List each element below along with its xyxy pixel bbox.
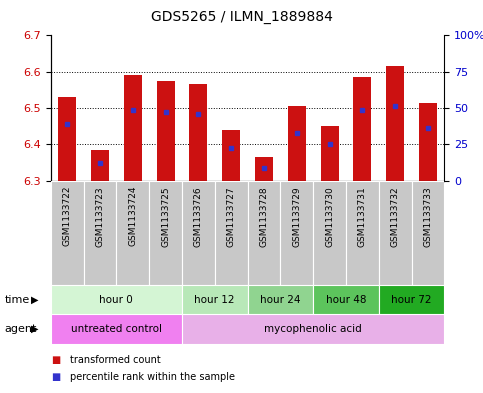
- Bar: [280, 181, 313, 285]
- Bar: [419, 103, 437, 181]
- Bar: [156, 81, 174, 181]
- Bar: [51, 285, 182, 314]
- Text: GSM1133728: GSM1133728: [259, 186, 269, 247]
- Text: GDS5265 / ILMN_1889884: GDS5265 / ILMN_1889884: [151, 10, 332, 24]
- Bar: [248, 181, 280, 285]
- Text: GSM1133727: GSM1133727: [227, 186, 236, 247]
- Bar: [182, 181, 215, 285]
- Text: GSM1133726: GSM1133726: [194, 186, 203, 247]
- Text: mycophenolic acid: mycophenolic acid: [264, 324, 362, 334]
- Text: ■: ■: [51, 372, 60, 382]
- Bar: [149, 181, 182, 285]
- Bar: [248, 285, 313, 314]
- Text: ■: ■: [51, 354, 60, 365]
- Bar: [412, 181, 444, 285]
- Text: untreated control: untreated control: [71, 324, 162, 334]
- Text: hour 24: hour 24: [260, 295, 300, 305]
- Bar: [346, 181, 379, 285]
- Bar: [222, 130, 240, 181]
- Text: GSM1133725: GSM1133725: [161, 186, 170, 247]
- Bar: [379, 285, 444, 314]
- Bar: [84, 181, 116, 285]
- Text: GSM1133730: GSM1133730: [325, 186, 334, 247]
- Text: agent: agent: [5, 324, 37, 334]
- Bar: [354, 77, 371, 181]
- Bar: [189, 84, 207, 181]
- Text: percentile rank within the sample: percentile rank within the sample: [70, 372, 235, 382]
- Bar: [321, 126, 339, 181]
- Bar: [51, 314, 182, 344]
- Text: ▶: ▶: [31, 324, 39, 334]
- Bar: [215, 181, 248, 285]
- Text: hour 12: hour 12: [195, 295, 235, 305]
- Bar: [58, 97, 76, 181]
- Text: hour 0: hour 0: [99, 295, 133, 305]
- Bar: [313, 285, 379, 314]
- Bar: [51, 181, 84, 285]
- Bar: [379, 181, 412, 285]
- Text: time: time: [5, 295, 30, 305]
- Text: ▶: ▶: [31, 295, 39, 305]
- Bar: [182, 285, 248, 314]
- Text: hour 48: hour 48: [326, 295, 366, 305]
- Text: GSM1133731: GSM1133731: [358, 186, 367, 247]
- Bar: [116, 181, 149, 285]
- Text: GSM1133733: GSM1133733: [424, 186, 432, 247]
- Bar: [182, 314, 444, 344]
- Bar: [91, 150, 109, 181]
- Text: GSM1133724: GSM1133724: [128, 186, 137, 246]
- Text: transformed count: transformed count: [70, 354, 161, 365]
- Text: GSM1133722: GSM1133722: [63, 186, 71, 246]
- Bar: [255, 157, 273, 181]
- Text: GSM1133723: GSM1133723: [96, 186, 104, 247]
- Bar: [313, 181, 346, 285]
- Text: GSM1133732: GSM1133732: [391, 186, 399, 247]
- Bar: [124, 75, 142, 181]
- Text: hour 72: hour 72: [391, 295, 432, 305]
- Bar: [386, 66, 404, 181]
- Bar: [288, 106, 306, 181]
- Text: GSM1133729: GSM1133729: [292, 186, 301, 247]
